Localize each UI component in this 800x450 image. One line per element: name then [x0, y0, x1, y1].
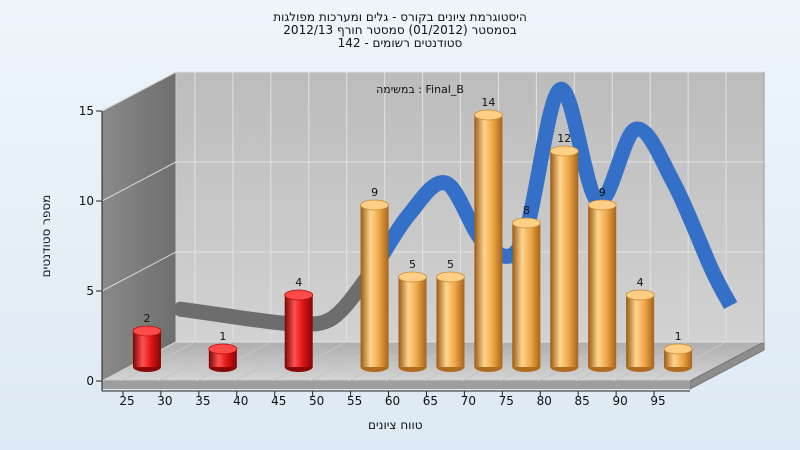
bar-top: [360, 199, 389, 211]
chart-title-line-3: סטודנטים רשומים - 142: [337, 36, 463, 50]
data-label: 5: [409, 258, 416, 271]
bar-top: [663, 343, 693, 355]
x-tick-label: 35: [195, 394, 210, 408]
gridline: [101, 161, 177, 202]
bar-body: [512, 223, 541, 367]
bar-top: [473, 109, 503, 121]
bar-top: [284, 289, 314, 301]
bar: 5: [398, 258, 427, 372]
x-tick-label: 85: [575, 394, 590, 408]
x-tick-label: 55: [347, 394, 362, 408]
bar-top: [208, 343, 238, 355]
bar-top: [436, 271, 465, 283]
bar-top: [587, 199, 617, 211]
bar-top: [511, 217, 541, 229]
data-label: 1: [675, 330, 682, 343]
bar-body: [436, 277, 465, 367]
x-tick-label: 70: [461, 394, 476, 408]
x-tick-label: 40: [233, 394, 248, 408]
x-tick-label: 60: [385, 394, 400, 408]
data-label: 14: [481, 96, 495, 109]
bar: 5: [436, 258, 465, 372]
bar: 1: [208, 330, 238, 372]
x-tick-label: 80: [537, 394, 552, 408]
y-tick-label: 0: [86, 374, 94, 388]
bar-body: [284, 295, 313, 367]
x-tick-label: 25: [119, 394, 134, 408]
data-label: 8: [523, 204, 530, 217]
floor-front-edge: [102, 381, 690, 389]
bar-top: [132, 325, 162, 337]
bar: 4: [625, 276, 655, 372]
bar-body: [132, 331, 161, 367]
y-tick-label: 10: [79, 194, 94, 208]
x-tick-label: 30: [157, 394, 172, 408]
bar: 9: [587, 186, 617, 372]
y-tick-label: 15: [79, 104, 94, 118]
bar: 9: [360, 186, 389, 372]
bar-body: [550, 151, 579, 367]
y-tick-label: 5: [86, 284, 94, 298]
x-tick-label: 50: [309, 394, 324, 408]
bar: 12: [549, 132, 579, 372]
bar-top: [398, 271, 427, 283]
bar: 1: [663, 330, 693, 372]
bar-body: [360, 205, 389, 367]
chart-title-line-1: היסטוגרמת ציונים בקורס - גלים ומערכות מפ…: [273, 10, 527, 24]
data-label: 2: [143, 312, 150, 325]
bar-body: [626, 295, 655, 367]
bar-body: [588, 205, 617, 367]
bar: 8: [511, 204, 541, 372]
bar-body: [398, 277, 427, 367]
bar-body: [474, 115, 503, 367]
data-label: 9: [599, 186, 606, 199]
data-label: 9: [371, 186, 378, 199]
x-tick-label: 90: [612, 394, 627, 408]
data-label: 5: [447, 258, 454, 271]
bar: 2: [132, 312, 162, 372]
x-tick-label: 95: [650, 394, 665, 408]
gridline: [101, 71, 177, 112]
y-axis-label: מספר סטודנטים: [39, 194, 53, 278]
x-axis-label: טווח ציונים: [368, 418, 423, 432]
annotation-task: במשימה : Final_B: [376, 83, 464, 96]
chart-title-line-2: בסמסטר (01/2012) סמסטר חורף 2012/13: [283, 23, 517, 37]
data-label: 4: [295, 276, 302, 289]
x-tick-label: 65: [423, 394, 438, 408]
bar-top: [549, 145, 579, 157]
bar-top: [625, 289, 655, 301]
data-label: 1: [219, 330, 226, 343]
bar: 4: [284, 276, 314, 372]
x-tick-label: 45: [271, 394, 286, 408]
bar: 14: [473, 96, 503, 372]
gridline: [101, 251, 177, 292]
data-label: 4: [637, 276, 644, 289]
data-label: 12: [557, 132, 571, 145]
x-tick-label: 75: [499, 394, 514, 408]
